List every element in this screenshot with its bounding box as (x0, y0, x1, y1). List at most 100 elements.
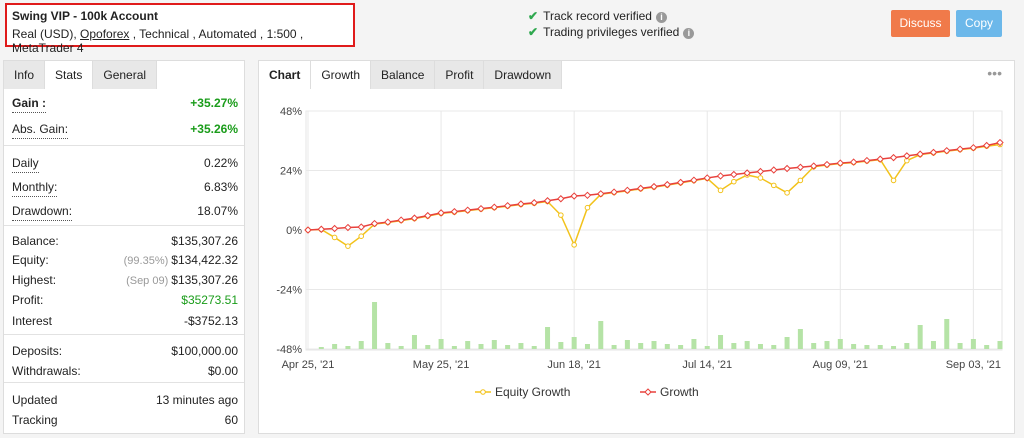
copy-button[interactable]: Copy (956, 10, 1002, 37)
tab[interactable]: Growth (311, 61, 372, 89)
equity-marker (770, 182, 777, 189)
volume-bar (611, 345, 617, 349)
volume-bar (704, 346, 710, 349)
growth-marker (477, 204, 485, 213)
stat-label: Equity: (12, 253, 49, 267)
equity-marker (784, 190, 790, 196)
volume-bar (425, 345, 431, 349)
stat-value: 0.22% (204, 154, 238, 172)
growth-marker (490, 203, 499, 211)
stat-value-text: 13 minutes ago (155, 393, 238, 407)
growth-marker (583, 191, 592, 199)
stat-note: (Sep 09) (126, 275, 169, 287)
y-tick-label: -24% (276, 285, 302, 297)
growth-marker (916, 150, 924, 158)
discuss-button[interactable]: Discuss (891, 10, 950, 37)
volume-bar (904, 343, 910, 349)
volume-bar (545, 327, 551, 349)
stat-value-text: $35273.51 (181, 293, 238, 307)
tab[interactable]: Profit (435, 61, 485, 89)
equity-marker (358, 233, 365, 239)
volume-bar (438, 339, 444, 349)
stat-row: Highest: (Sep 09) $135,307.26 (12, 271, 238, 289)
x-tick-label: Sep 03, '21 (946, 359, 1001, 371)
stat-label: Abs. Gain: (12, 120, 69, 139)
stat-value-text: 60 (224, 413, 238, 427)
volume-bar (451, 346, 457, 349)
volume-bar (797, 329, 803, 349)
stat-value-text: -$3752.13 (183, 314, 238, 328)
volume-bar (318, 347, 324, 349)
growth-marker (304, 226, 312, 234)
stat-label: Daily (12, 154, 39, 173)
tab[interactable]: General (93, 61, 158, 89)
stat-value: 60 (225, 411, 238, 429)
legend-marker (480, 389, 486, 395)
equity-marker (717, 187, 724, 194)
growth-marker (344, 223, 352, 232)
equity-marker (797, 177, 804, 184)
stat-row: Interest -$3752.13 (12, 312, 238, 330)
growth-marker (610, 188, 618, 196)
growth-marker (929, 148, 938, 157)
equity-marker (757, 175, 764, 181)
stat-row: Balance: $135,307.26 (12, 232, 238, 250)
volume-bar (917, 325, 923, 349)
volume-bar (944, 319, 950, 349)
growth-marker (770, 166, 778, 174)
broker-link[interactable]: Opoforex (80, 27, 130, 41)
volume-bar (851, 344, 857, 349)
volume-bar (984, 345, 990, 349)
growth-marker (730, 170, 738, 179)
stat-label: Withdrawals: (12, 364, 81, 378)
text: Real (USD), (12, 27, 81, 41)
stat-value: $135,307.26 (171, 232, 238, 250)
tab[interactable]: Stats (45, 61, 94, 89)
volume-bar (478, 344, 484, 349)
equity-marker (584, 204, 591, 211)
x-tick-label: May 25, '21 (413, 359, 470, 371)
growth-marker (943, 146, 951, 155)
chart-panel: Chart Growth Balance Profit Drawdown ••• (258, 60, 1015, 434)
stat-value-text: 0.22% (203, 156, 238, 170)
growth-marker (996, 138, 1004, 147)
stat-value: $35273.51 (181, 291, 238, 309)
tab: Chart (259, 61, 312, 89)
more-icon[interactable]: ••• (987, 65, 1002, 81)
growth-marker (982, 141, 991, 150)
growth-marker (384, 218, 392, 226)
volume-bar (837, 339, 843, 349)
growth-marker (823, 160, 831, 169)
separator (4, 334, 244, 335)
equity-marker (731, 178, 737, 185)
growth-marker (796, 163, 805, 171)
volume-bar (877, 345, 883, 349)
volume-bar (718, 335, 724, 349)
stat-row: Deposits: $100,000.00 (12, 342, 238, 360)
growth-marker (570, 192, 578, 200)
growth-marker (424, 211, 432, 220)
volume-bar (771, 345, 777, 349)
volume-bar (345, 346, 351, 349)
stat-value-text: 18.07% (197, 204, 238, 218)
tab[interactable]: Drawdown (484, 61, 563, 89)
separator (4, 382, 244, 383)
stat-value-text: $100,000.00 (171, 344, 238, 358)
volume-bar (638, 343, 644, 349)
stats-tabs: Info Stats General (4, 61, 158, 89)
volume-bar (957, 343, 963, 349)
stat-label: Gain : (12, 94, 47, 113)
account-title: Swing VIP - 100k Account (12, 9, 159, 23)
verified-item: ✔ Trading privileges verified i (528, 25, 695, 39)
stat-value: +35.26% (190, 120, 238, 138)
stat-label: Highest: (12, 273, 57, 287)
tab[interactable]: Info (4, 61, 46, 89)
equity-marker (571, 242, 577, 248)
growth-marker (969, 143, 978, 152)
x-tick-label: Aug 09, '21 (813, 359, 868, 371)
tab[interactable]: Balance (371, 61, 436, 89)
verified-item: ✔ Track record verified i (528, 9, 667, 23)
volume-bar (691, 339, 697, 349)
